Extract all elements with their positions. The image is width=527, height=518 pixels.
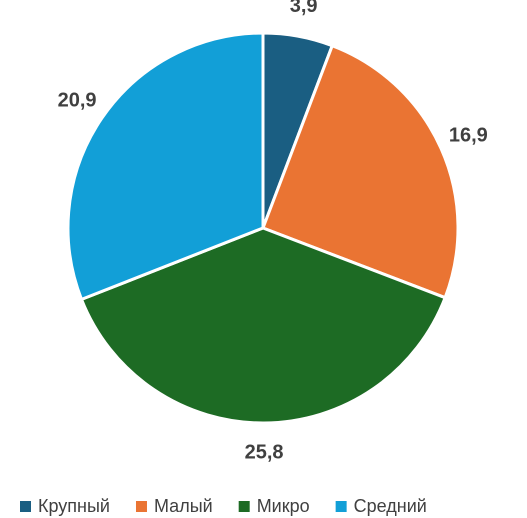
legend-label: Микро [257,496,310,516]
data-label: 3,9 [290,0,318,17]
data-label: 16,9 [449,124,488,146]
legend-label: Крупный [38,496,110,516]
legend-swatch [20,501,31,512]
legend-swatch [335,501,347,512]
legend-swatch [238,501,250,512]
legend-swatch [135,501,147,512]
data-label: 25,8 [245,441,284,463]
legend-label: Средний [354,496,427,516]
pie-slice [261,43,460,300]
legend-label: Малый [154,496,213,516]
pie-slice [79,226,448,425]
pie-slice [66,31,265,302]
data-label: 20,9 [58,90,97,112]
